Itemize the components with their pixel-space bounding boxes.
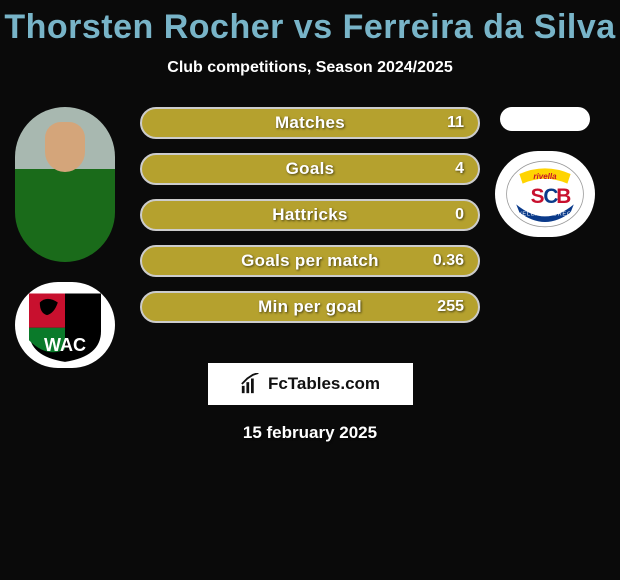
player-photo-right-placeholder — [500, 107, 590, 131]
stat-bar: Goals per match 0.36 — [140, 245, 480, 277]
svg-text:VELLA SC BREG: VELLA SC BREG — [518, 212, 572, 218]
stat-label: Matches — [275, 113, 345, 133]
watermark-text: FcTables.com — [268, 374, 380, 394]
stat-label: Goals — [286, 159, 335, 179]
svg-text:S: S — [531, 185, 545, 208]
club-badge-right: rivella S C B VELLA SC BREG — [495, 151, 595, 237]
chart-icon — [240, 373, 262, 395]
stat-label: Goals per match — [241, 251, 379, 271]
svg-text:rivella: rivella — [533, 172, 557, 181]
svg-text:B: B — [556, 185, 571, 208]
date-label: 15 february 2025 — [0, 423, 620, 443]
stat-value: 0 — [455, 206, 464, 224]
stat-value: 255 — [437, 298, 464, 316]
stat-label: Min per goal — [258, 297, 362, 317]
club-badge-left: WAC — [15, 282, 115, 368]
left-player-column: WAC — [10, 107, 120, 368]
stats-list: Matches 11 Goals 4 Hattricks 0 Goals per… — [140, 107, 480, 323]
stat-value: 11 — [447, 114, 464, 132]
stat-bar: Goals 4 — [140, 153, 480, 185]
scb-badge-icon: rivella S C B VELLA SC BREG — [505, 159, 585, 229]
comparison-panel: WAC rivella S C B VELLA SC BREG Matches … — [0, 107, 620, 443]
right-player-column: rivella S C B VELLA SC BREG — [490, 107, 600, 237]
subtitle: Club competitions, Season 2024/2025 — [0, 59, 620, 77]
page-title: Thorsten Rocher vs Ferreira da Silva — [0, 0, 620, 47]
stat-bar: Hattricks 0 — [140, 199, 480, 231]
stat-value: 0.36 — [433, 252, 464, 270]
watermark: FcTables.com — [208, 363, 413, 405]
stat-label: Hattricks — [272, 205, 347, 225]
svg-text:WAC: WAC — [44, 335, 86, 355]
wac-shield-icon: WAC — [20, 286, 110, 364]
stat-bar: Matches 11 — [140, 107, 480, 139]
player-photo-left — [15, 107, 115, 262]
stat-bar: Min per goal 255 — [140, 291, 480, 323]
stat-value: 4 — [455, 160, 464, 178]
